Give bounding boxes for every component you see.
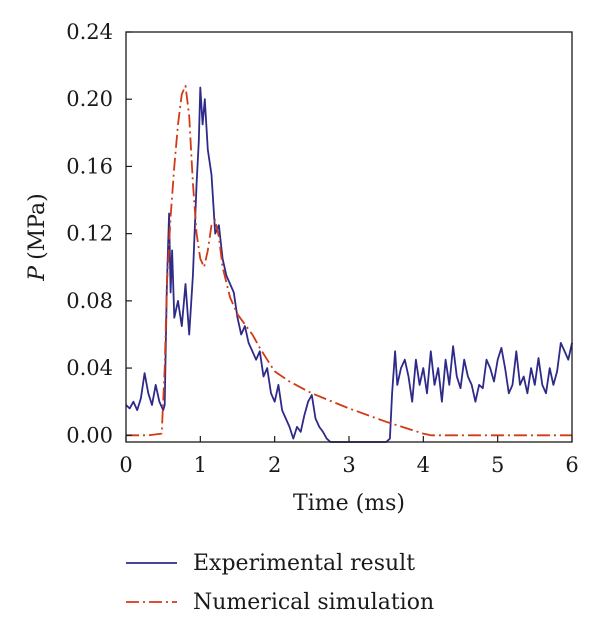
x-tick-label: 3	[342, 453, 355, 477]
y-axis-unit: (MPa)	[25, 193, 50, 260]
x-tick-label: 1	[194, 453, 207, 477]
y-axis-title: P (MPa)	[25, 193, 50, 281]
series-layer	[125, 84, 573, 443]
y-tick-label: 0.24	[66, 20, 113, 44]
series-line-0	[125, 86, 573, 443]
y-tick-label: 0.16	[66, 154, 113, 178]
plot-frame	[125, 31, 573, 443]
x-axis-ticks: 0 1 2 3 4 5 6	[119, 436, 579, 477]
y-tick-label: 0.04	[66, 356, 113, 380]
x-tick-label: 2	[268, 453, 281, 477]
x-tick-label: 5	[491, 453, 504, 477]
x-axis-title: Time (ms)	[293, 491, 405, 516]
x-tick-label: 0	[119, 453, 132, 477]
legend-label-numerical: Numerical simulation	[193, 590, 434, 615]
y-axis-symbol: P	[25, 265, 50, 282]
x-tick-label: 6	[565, 453, 578, 477]
y-tick-label: 0.08	[66, 289, 113, 313]
y-tick-label: 0.20	[66, 87, 113, 111]
series-line-1	[126, 84, 572, 437]
y-tick-label: 0.00	[66, 423, 113, 447]
y-axis-ticks: 0.00 0.04 0.08 0.12 0.16 0.20 0.24	[66, 20, 132, 447]
x-tick-label: 4	[417, 453, 430, 477]
y-tick-label: 0.12	[66, 222, 113, 246]
legend: Experimental result Numerical simulation	[126, 551, 434, 615]
legend-label-experimental: Experimental result	[193, 551, 415, 576]
